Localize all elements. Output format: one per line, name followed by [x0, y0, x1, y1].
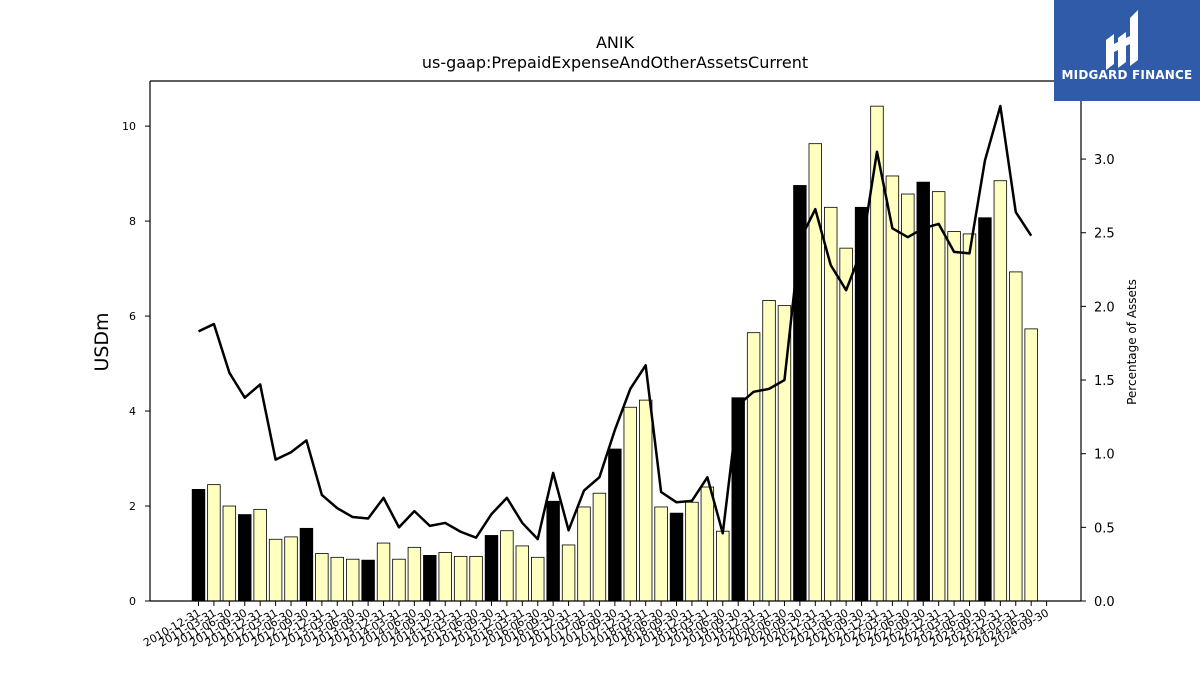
y-tick-label: 8: [129, 215, 136, 228]
bar: [608, 448, 622, 602]
bar: [238, 514, 252, 602]
chart-axes: [149, 80, 1082, 602]
bar-series: [191, 105, 1038, 602]
series-line: [197, 104, 1033, 541]
bar: [654, 506, 668, 602]
y-tick-label: 2: [129, 500, 136, 513]
bar: [931, 191, 946, 602]
y-tick-label: 4: [129, 405, 136, 418]
bar: [438, 552, 452, 602]
chart-subtitle: us-gaap:PrepaidExpenseAndOtherAssetsCurr…: [421, 53, 809, 72]
bar: [592, 492, 607, 602]
bar: [916, 181, 930, 602]
chart-title: ANIK: [595, 33, 635, 52]
bar: [623, 406, 637, 602]
x-axis-ticks: 2010-12-312011-03-312011-06-302011-09-30…: [141, 601, 1051, 650]
bar: [546, 500, 560, 602]
y-tick-label: 6: [129, 310, 136, 323]
bar: [515, 545, 530, 602]
brand-logo: MIDGARD FINANCE: [1054, 0, 1200, 101]
bar: [561, 544, 576, 602]
bar: [1009, 271, 1023, 602]
bar: [1024, 328, 1038, 602]
bar: [423, 555, 437, 602]
y-axis-ticks: 0 2 4 6 8 10: [122, 120, 150, 608]
bar: [885, 175, 900, 602]
bar: [947, 231, 961, 602]
bar: [685, 501, 699, 602]
bar: [484, 535, 499, 602]
y-tick-label: 10: [122, 120, 136, 133]
bar: [962, 233, 977, 602]
percentage-line-series: [197, 104, 1033, 541]
y2-axis-label: Percentage of Assets: [1125, 279, 1139, 405]
y2-tick-label: 0.5: [1094, 521, 1115, 536]
bar: [500, 530, 514, 602]
bar: [361, 559, 375, 602]
bar: [993, 180, 1008, 602]
bar: [407, 546, 422, 602]
bar: [577, 506, 591, 602]
y2-tick-label: 1.5: [1094, 374, 1115, 389]
brand-name: MIDGARD FINANCE: [1061, 68, 1193, 82]
y2-tick-label: 2.5: [1094, 227, 1115, 242]
bar: [222, 505, 237, 602]
bar: [638, 399, 653, 602]
bar: [746, 332, 761, 602]
y-axis-label: USDm: [91, 312, 113, 372]
bar: [299, 527, 314, 602]
bar: [531, 556, 545, 602]
bar: [762, 299, 776, 602]
y-tick-label: 0: [129, 595, 136, 608]
bar: [839, 247, 853, 602]
y2-tick-label: 0.0: [1094, 595, 1115, 610]
bar: [731, 397, 745, 602]
bar: [376, 542, 391, 602]
bar: [669, 512, 684, 602]
y2-tick-label: 2.0: [1094, 300, 1115, 315]
bar: [315, 553, 329, 602]
bar: [901, 193, 915, 602]
y2-tick-label: 3.0: [1094, 153, 1115, 168]
bar: [207, 484, 221, 602]
bar: [253, 508, 267, 602]
bar: [453, 555, 468, 602]
bar: [345, 558, 360, 602]
bar: [978, 217, 992, 602]
bar: [700, 486, 715, 602]
logo-mark-icon: [1106, 10, 1138, 70]
bar: [268, 538, 283, 602]
y2-axis-ticks: 0.0 0.5 1.0 1.5 2.0 2.5 3.0: [1081, 153, 1115, 610]
bar: [469, 555, 483, 602]
bar: [392, 558, 406, 602]
bar: [191, 488, 206, 602]
bar: [330, 556, 344, 602]
bar: [716, 530, 730, 602]
y2-tick-label: 1.0: [1094, 448, 1115, 463]
bar: [854, 206, 869, 602]
bar: [284, 536, 298, 602]
